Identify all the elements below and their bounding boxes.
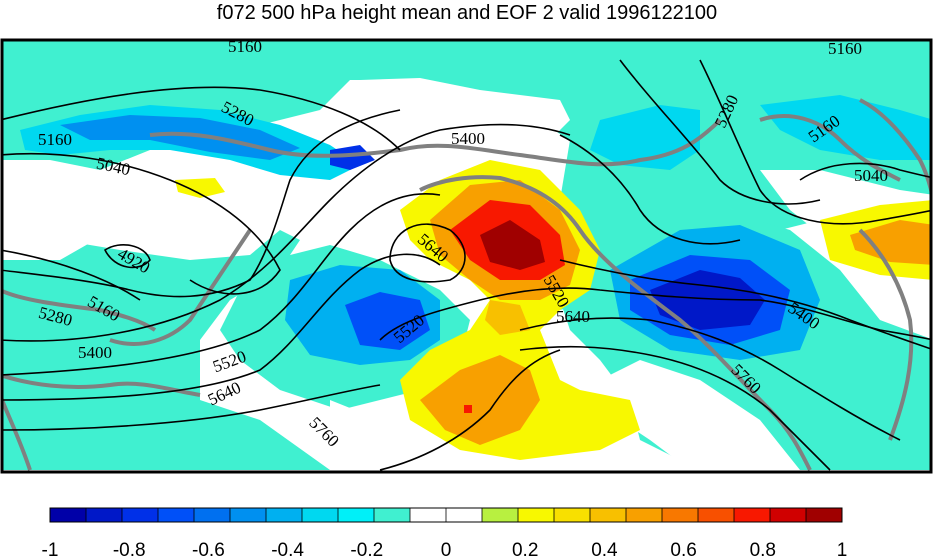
- shade-blue-ne2: [760, 95, 931, 160]
- contour-5760-east: [519, 345, 831, 471]
- colorbar-tick-label: 0.4: [591, 540, 618, 558]
- map-frame: [0, 38, 933, 474]
- colorbar-tick-label: 0: [441, 540, 452, 558]
- colorbar-tick-label: 1: [837, 540, 848, 558]
- shade-orange-south-small: [485, 300, 530, 335]
- shade-darkred-center: [480, 220, 545, 270]
- shade-pos-yellow-nw: [175, 178, 225, 198]
- coast-aleutians: [109, 228, 252, 346]
- colorbar-swatch: [518, 508, 555, 522]
- coast-asia: [2, 373, 201, 397]
- shade-neg-west: [2, 210, 330, 470]
- colorbar-tick-label: -0.2: [350, 540, 383, 558]
- colorbar-tick-label: 0.6: [670, 540, 696, 558]
- shade-blue-nw-deep: [330, 145, 375, 170]
- contour-label: 5040: [854, 166, 888, 185]
- contour-5400-east: [559, 259, 931, 350]
- shade-zero-1: [360, 78, 570, 160]
- coast-kamchatka: [2, 288, 157, 332]
- contour-5760-south: [379, 349, 561, 471]
- colorbar-swatch: [230, 508, 267, 522]
- colorbar-swatch: [482, 508, 519, 522]
- colorbar-swatch: [50, 508, 87, 522]
- height-contours: [2, 59, 931, 471]
- contour-label: 5160: [828, 39, 862, 58]
- colorbar-tick-label: -0.4: [271, 540, 304, 558]
- shade-blue-w-deep: [345, 292, 430, 350]
- contour-5760-west: [2, 384, 381, 431]
- colorbar-swatch: [302, 508, 339, 522]
- coast-greenland: [859, 98, 931, 200]
- map-title: f072 500 hPa height mean and EOF 2 valid…: [216, 2, 718, 24]
- colorbar-swatch: [86, 508, 123, 522]
- shade-zero-5: [600, 360, 800, 470]
- colorbar-swatch: [554, 508, 591, 522]
- colorbar-tick-label: -0.6: [192, 540, 225, 558]
- colorbar-swatch: [698, 508, 735, 522]
- contour-5160-east: [699, 59, 931, 225]
- colorbar-swatch: [122, 508, 159, 522]
- colorbar-tick-label: -1: [42, 540, 59, 558]
- colorbar-swatch: [806, 508, 843, 522]
- contour-label: 5400: [451, 129, 485, 148]
- colorbar-swatch: [590, 508, 627, 522]
- colorbar-swatch: [338, 508, 375, 522]
- colorbar-swatch: [374, 508, 411, 522]
- contour-4920: [103, 244, 151, 269]
- contour-5640-east: [519, 317, 901, 441]
- contour-label: 5160: [228, 37, 262, 56]
- shade-red-dot: [464, 405, 472, 413]
- contour-label: 5400: [78, 343, 112, 362]
- colorbar-swatch: [662, 508, 699, 522]
- contour-label: 5640: [205, 378, 244, 410]
- shade-orange-south: [420, 355, 540, 445]
- shade-blue-e-deep: [650, 270, 765, 330]
- coast-hudson: [759, 114, 901, 182]
- colorbar-swatch: [734, 508, 771, 522]
- contour-5160-west: [2, 249, 141, 301]
- coast-alaska: [149, 118, 722, 167]
- colorbar-swatch: [158, 508, 195, 522]
- contour-5280-east: [559, 134, 741, 245]
- colorbar-swatch: [194, 508, 231, 522]
- shade-zero-2: [2, 175, 280, 260]
- contour-5040: [2, 152, 281, 295]
- contour-5520-mid: [379, 287, 931, 341]
- contour-5640-loop: [389, 223, 466, 283]
- colorbar-swatch: [446, 508, 483, 522]
- shade-orange-east: [850, 220, 931, 265]
- contour-5520-west: [2, 192, 441, 376]
- colorbar-tick-label: 0.8: [750, 540, 776, 558]
- contour-label: 5160: [38, 130, 72, 149]
- contour-5280-ne: [619, 59, 821, 205]
- colorbar-swatch: [266, 508, 303, 522]
- colorbar-swatch: [770, 508, 807, 522]
- contour-label: 5640: [556, 307, 590, 326]
- colorbar-swatch: [410, 508, 447, 522]
- colorbar-tick-label: -0.8: [113, 540, 146, 558]
- contour-label: 5520: [210, 347, 248, 376]
- colorbar-tick-label: 0.2: [512, 540, 538, 558]
- coast-east-na: [858, 228, 914, 441]
- shade-blue-nw-in: [60, 115, 300, 160]
- colorbar-swatch: [626, 508, 663, 522]
- contour-5400-west: [2, 123, 571, 342]
- colorbar: -1 -0.8 -0.6 -0.4 -0.2 0 0.2 0.4 0.6 0.8 1: [42, 507, 848, 558]
- contour-5040-east: [799, 162, 931, 181]
